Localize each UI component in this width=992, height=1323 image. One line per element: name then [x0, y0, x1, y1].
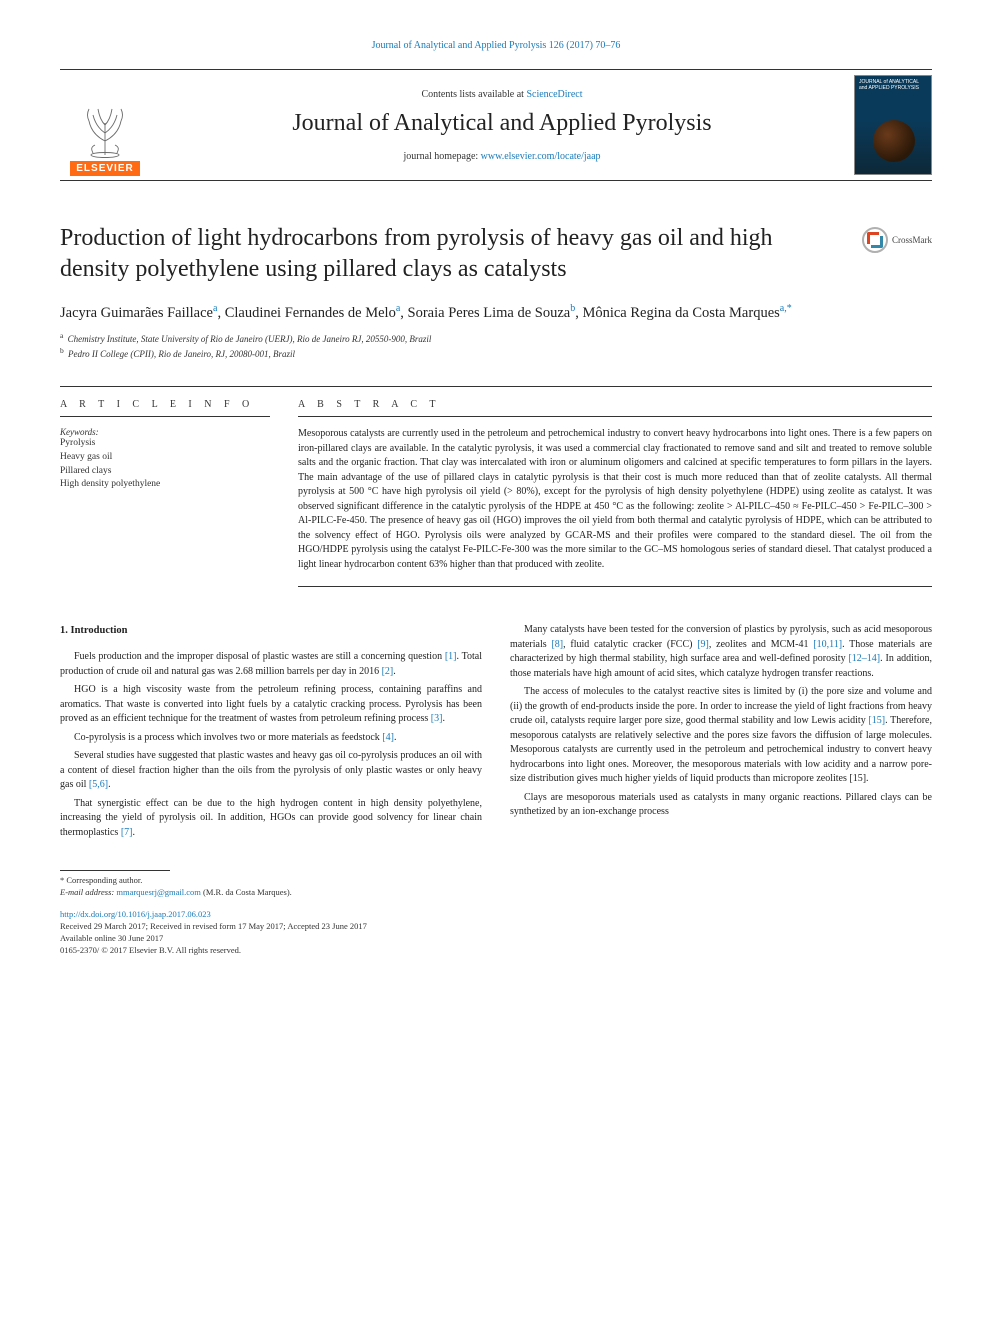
publication-metadata: http://dx.doi.org/10.1016/j.jaap.2017.06… [60, 909, 932, 957]
citation-link[interactable]: [8] [551, 639, 563, 650]
citation-link[interactable]: [15] [868, 715, 885, 726]
affiliation-text: Chemistry Institute, State University of… [68, 334, 432, 344]
body-paragraph: That synergistic effect can be due to th… [60, 797, 482, 841]
body-paragraph: Fuels production and the improper dispos… [60, 650, 482, 679]
citation-link[interactable]: [12–14] [848, 653, 880, 664]
header-citation: Journal of Analytical and Applied Pyroly… [60, 40, 932, 51]
body-paragraph: HGO is a high viscosity waste from the p… [60, 683, 482, 727]
homepage-link[interactable]: www.elsevier.com/locate/jaap [481, 151, 601, 162]
body-paragraph: Co-pyrolysis is a process which involves… [60, 731, 482, 746]
corresponding-email-link[interactable]: mmarquesrj@gmail.com [116, 887, 201, 897]
citation-link[interactable]: [3] [431, 713, 443, 724]
doi-link[interactable]: http://dx.doi.org/10.1016/j.jaap.2017.06… [60, 909, 211, 919]
cover-orb-graphic [873, 120, 915, 162]
crossmark-icon [862, 227, 888, 253]
body-left-column: 1. Introduction Fuels production and the… [60, 623, 482, 844]
author: Mônica Regina da Costa Marques [582, 305, 779, 321]
sciencedirect-link[interactable]: ScienceDirect [526, 89, 582, 100]
elsevier-tree-icon [75, 91, 135, 161]
cover-thumb-title: JOURNAL of ANALYTICAL and APPLIED PYROLY… [859, 80, 927, 91]
journal-cover-thumb: JOURNAL of ANALYTICAL and APPLIED PYROLY… [854, 75, 932, 175]
history-line: Received 29 March 2017; Received in revi… [60, 921, 932, 933]
citation-link[interactable]: [9] [697, 639, 709, 650]
email-attribution: (M.R. da Costa Marques). [201, 887, 292, 897]
body-right-column: Many catalysts have been tested for the … [510, 623, 932, 844]
masthead-center: Contents lists available at ScienceDirec… [150, 79, 854, 172]
article-title: Production of light hydrocarbons from py… [60, 223, 846, 285]
keyword: Heavy gas oil [60, 451, 270, 465]
homepage-line: journal homepage: www.elsevier.com/locat… [158, 151, 846, 162]
author-affil-sup: b [570, 303, 575, 314]
citation-link[interactable]: [7] [121, 827, 133, 838]
author-list: Jacyra Guimarães Faillacea, Claudinei Fe… [60, 301, 932, 325]
body-paragraph: The access of molecules to the catalyst … [510, 685, 932, 787]
available-online-line: Available online 30 June 2017 [60, 933, 932, 945]
keyword: Pillared clays [60, 465, 270, 479]
article-info-heading: A R T I C L E I N F O [60, 399, 270, 417]
keyword: High density polyethylene [60, 478, 270, 492]
contents-available-line: Contents lists available at ScienceDirec… [158, 89, 846, 100]
keyword: Pyrolysis [60, 437, 270, 451]
body-columns: 1. Introduction Fuels production and the… [60, 623, 932, 844]
intro-heading: 1. Introduction [60, 623, 482, 638]
corresponding-author-note: * Corresponding author. [60, 875, 932, 887]
email-line: E-mail address: mmarquesrj@gmail.com (M.… [60, 887, 932, 899]
copyright-line: 0165-2370/ © 2017 Elsevier B.V. All righ… [60, 945, 932, 957]
author-affil-sup: a,* [780, 303, 792, 314]
citation-link[interactable]: [2] [382, 666, 394, 677]
body-paragraph: Many catalysts have been tested for the … [510, 623, 932, 681]
elsevier-logo-box: ELSEVIER [60, 70, 150, 180]
article-info-column: A R T I C L E I N F O Keywords: Pyrolysi… [60, 387, 270, 587]
abstract-column: A B S T R A C T Mesoporous catalysts are… [298, 387, 932, 587]
author-affil-sup: a [396, 303, 400, 314]
author: Soraia Peres Lima de Souza [408, 305, 571, 321]
masthead: ELSEVIER Contents lists available at Sci… [60, 69, 932, 181]
journal-title: Journal of Analytical and Applied Pyroly… [158, 110, 846, 137]
keywords-label: Keywords: [60, 427, 270, 437]
citation-link[interactable]: [10,11] [813, 639, 842, 650]
email-label: E-mail address: [60, 887, 114, 897]
author: Claudinei Fernandes de Melo [225, 305, 396, 321]
crossmark-label: CrossMark [892, 235, 932, 245]
footnote-rule [60, 870, 170, 871]
abstract-text: Mesoporous catalysts are currently used … [298, 427, 932, 572]
citation-link[interactable]: [1] [445, 651, 457, 662]
body-paragraph: Several studies have suggested that plas… [60, 749, 482, 793]
crossmark-badge[interactable]: CrossMark [862, 227, 932, 253]
abstract-heading: A B S T R A C T [298, 399, 932, 417]
citation-link[interactable]: [5,6] [89, 779, 108, 790]
contents-prefix: Contents lists available at [421, 89, 526, 100]
footnotes: * Corresponding author. E-mail address: … [60, 875, 932, 899]
author: Jacyra Guimarães Faillace [60, 305, 213, 321]
author-affil-sup: a [213, 303, 217, 314]
keywords-list: PyrolysisHeavy gas oilPillared claysHigh… [60, 437, 270, 492]
affiliation-text: Pedro II College (CPII), Rio de Janeiro,… [68, 349, 295, 359]
elsevier-wordmark: ELSEVIER [70, 161, 139, 176]
body-paragraph: Clays are mesoporous materials used as c… [510, 791, 932, 820]
citation-link[interactable]: [4] [382, 732, 394, 743]
homepage-prefix: journal homepage: [403, 151, 480, 162]
affiliation-list: a Chemistry Institute, State University … [60, 331, 932, 360]
